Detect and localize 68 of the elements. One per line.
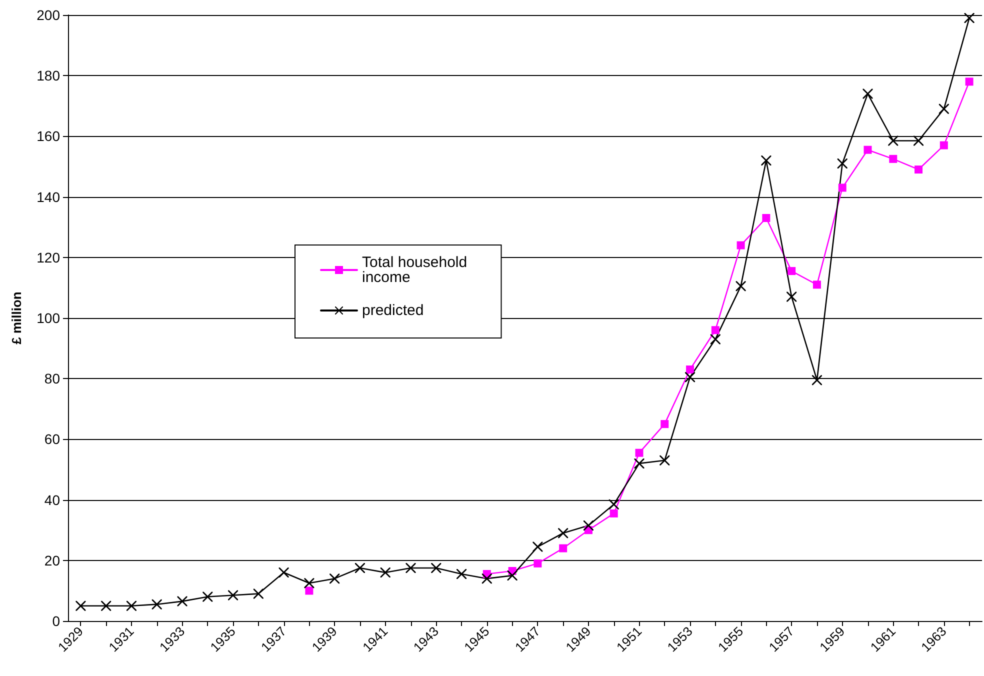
point bbox=[837, 158, 848, 168]
legend-label: predicted bbox=[362, 302, 424, 319]
y-tick-label: 200 bbox=[36, 7, 60, 23]
point bbox=[786, 292, 797, 302]
y-tick-label: 180 bbox=[36, 68, 60, 84]
y-tick-label: 160 bbox=[36, 128, 60, 144]
point bbox=[152, 599, 162, 610]
y-tick-label: 20 bbox=[44, 552, 60, 568]
point bbox=[202, 592, 213, 602]
point bbox=[228, 590, 238, 600]
point bbox=[532, 542, 543, 552]
point bbox=[330, 574, 340, 584]
y-tick-label: 40 bbox=[44, 492, 60, 508]
y-tick-label: 120 bbox=[36, 249, 60, 266]
point bbox=[964, 13, 974, 24]
point bbox=[253, 588, 264, 599]
point bbox=[608, 499, 619, 510]
point bbox=[711, 326, 720, 334]
point bbox=[838, 184, 846, 192]
point bbox=[304, 578, 314, 588]
point bbox=[534, 559, 542, 568]
point bbox=[126, 600, 136, 611]
point bbox=[914, 166, 923, 174]
point bbox=[305, 586, 314, 595]
point bbox=[76, 600, 86, 611]
y-tick-label: 100 bbox=[36, 310, 60, 326]
point bbox=[380, 568, 390, 578]
point bbox=[685, 372, 696, 382]
point bbox=[354, 562, 365, 573]
y-tick-label: 140 bbox=[36, 188, 60, 205]
point bbox=[101, 600, 112, 611]
point bbox=[507, 570, 518, 581]
point bbox=[406, 562, 416, 573]
point bbox=[862, 88, 873, 99]
y-axis-title: £ million bbox=[9, 292, 24, 344]
y-tick-label: 80 bbox=[44, 370, 60, 387]
point bbox=[940, 141, 948, 150]
point bbox=[177, 596, 188, 606]
point bbox=[889, 154, 898, 163]
y-tick-label: 60 bbox=[44, 431, 60, 448]
point bbox=[660, 455, 670, 466]
point bbox=[710, 334, 720, 344]
point bbox=[635, 448, 644, 457]
point bbox=[938, 104, 949, 114]
point bbox=[610, 509, 618, 518]
point bbox=[456, 569, 467, 580]
point bbox=[431, 562, 442, 573]
point bbox=[914, 136, 924, 146]
point bbox=[278, 568, 289, 578]
point bbox=[660, 420, 669, 428]
point bbox=[761, 155, 772, 166]
point bbox=[888, 136, 898, 146]
point bbox=[788, 267, 796, 276]
point bbox=[812, 280, 821, 289]
point bbox=[482, 574, 492, 584]
point bbox=[812, 375, 822, 386]
point bbox=[864, 146, 872, 154]
point bbox=[634, 458, 644, 468]
legend-label: Total household income bbox=[362, 254, 472, 286]
y-tick-label: 0 bbox=[52, 613, 60, 629]
point bbox=[686, 366, 694, 374]
point bbox=[762, 214, 770, 222]
point bbox=[559, 544, 568, 552]
point bbox=[736, 281, 746, 292]
point bbox=[736, 241, 745, 250]
point bbox=[965, 78, 974, 86]
point bbox=[558, 528, 568, 538]
point bbox=[583, 520, 594, 531]
